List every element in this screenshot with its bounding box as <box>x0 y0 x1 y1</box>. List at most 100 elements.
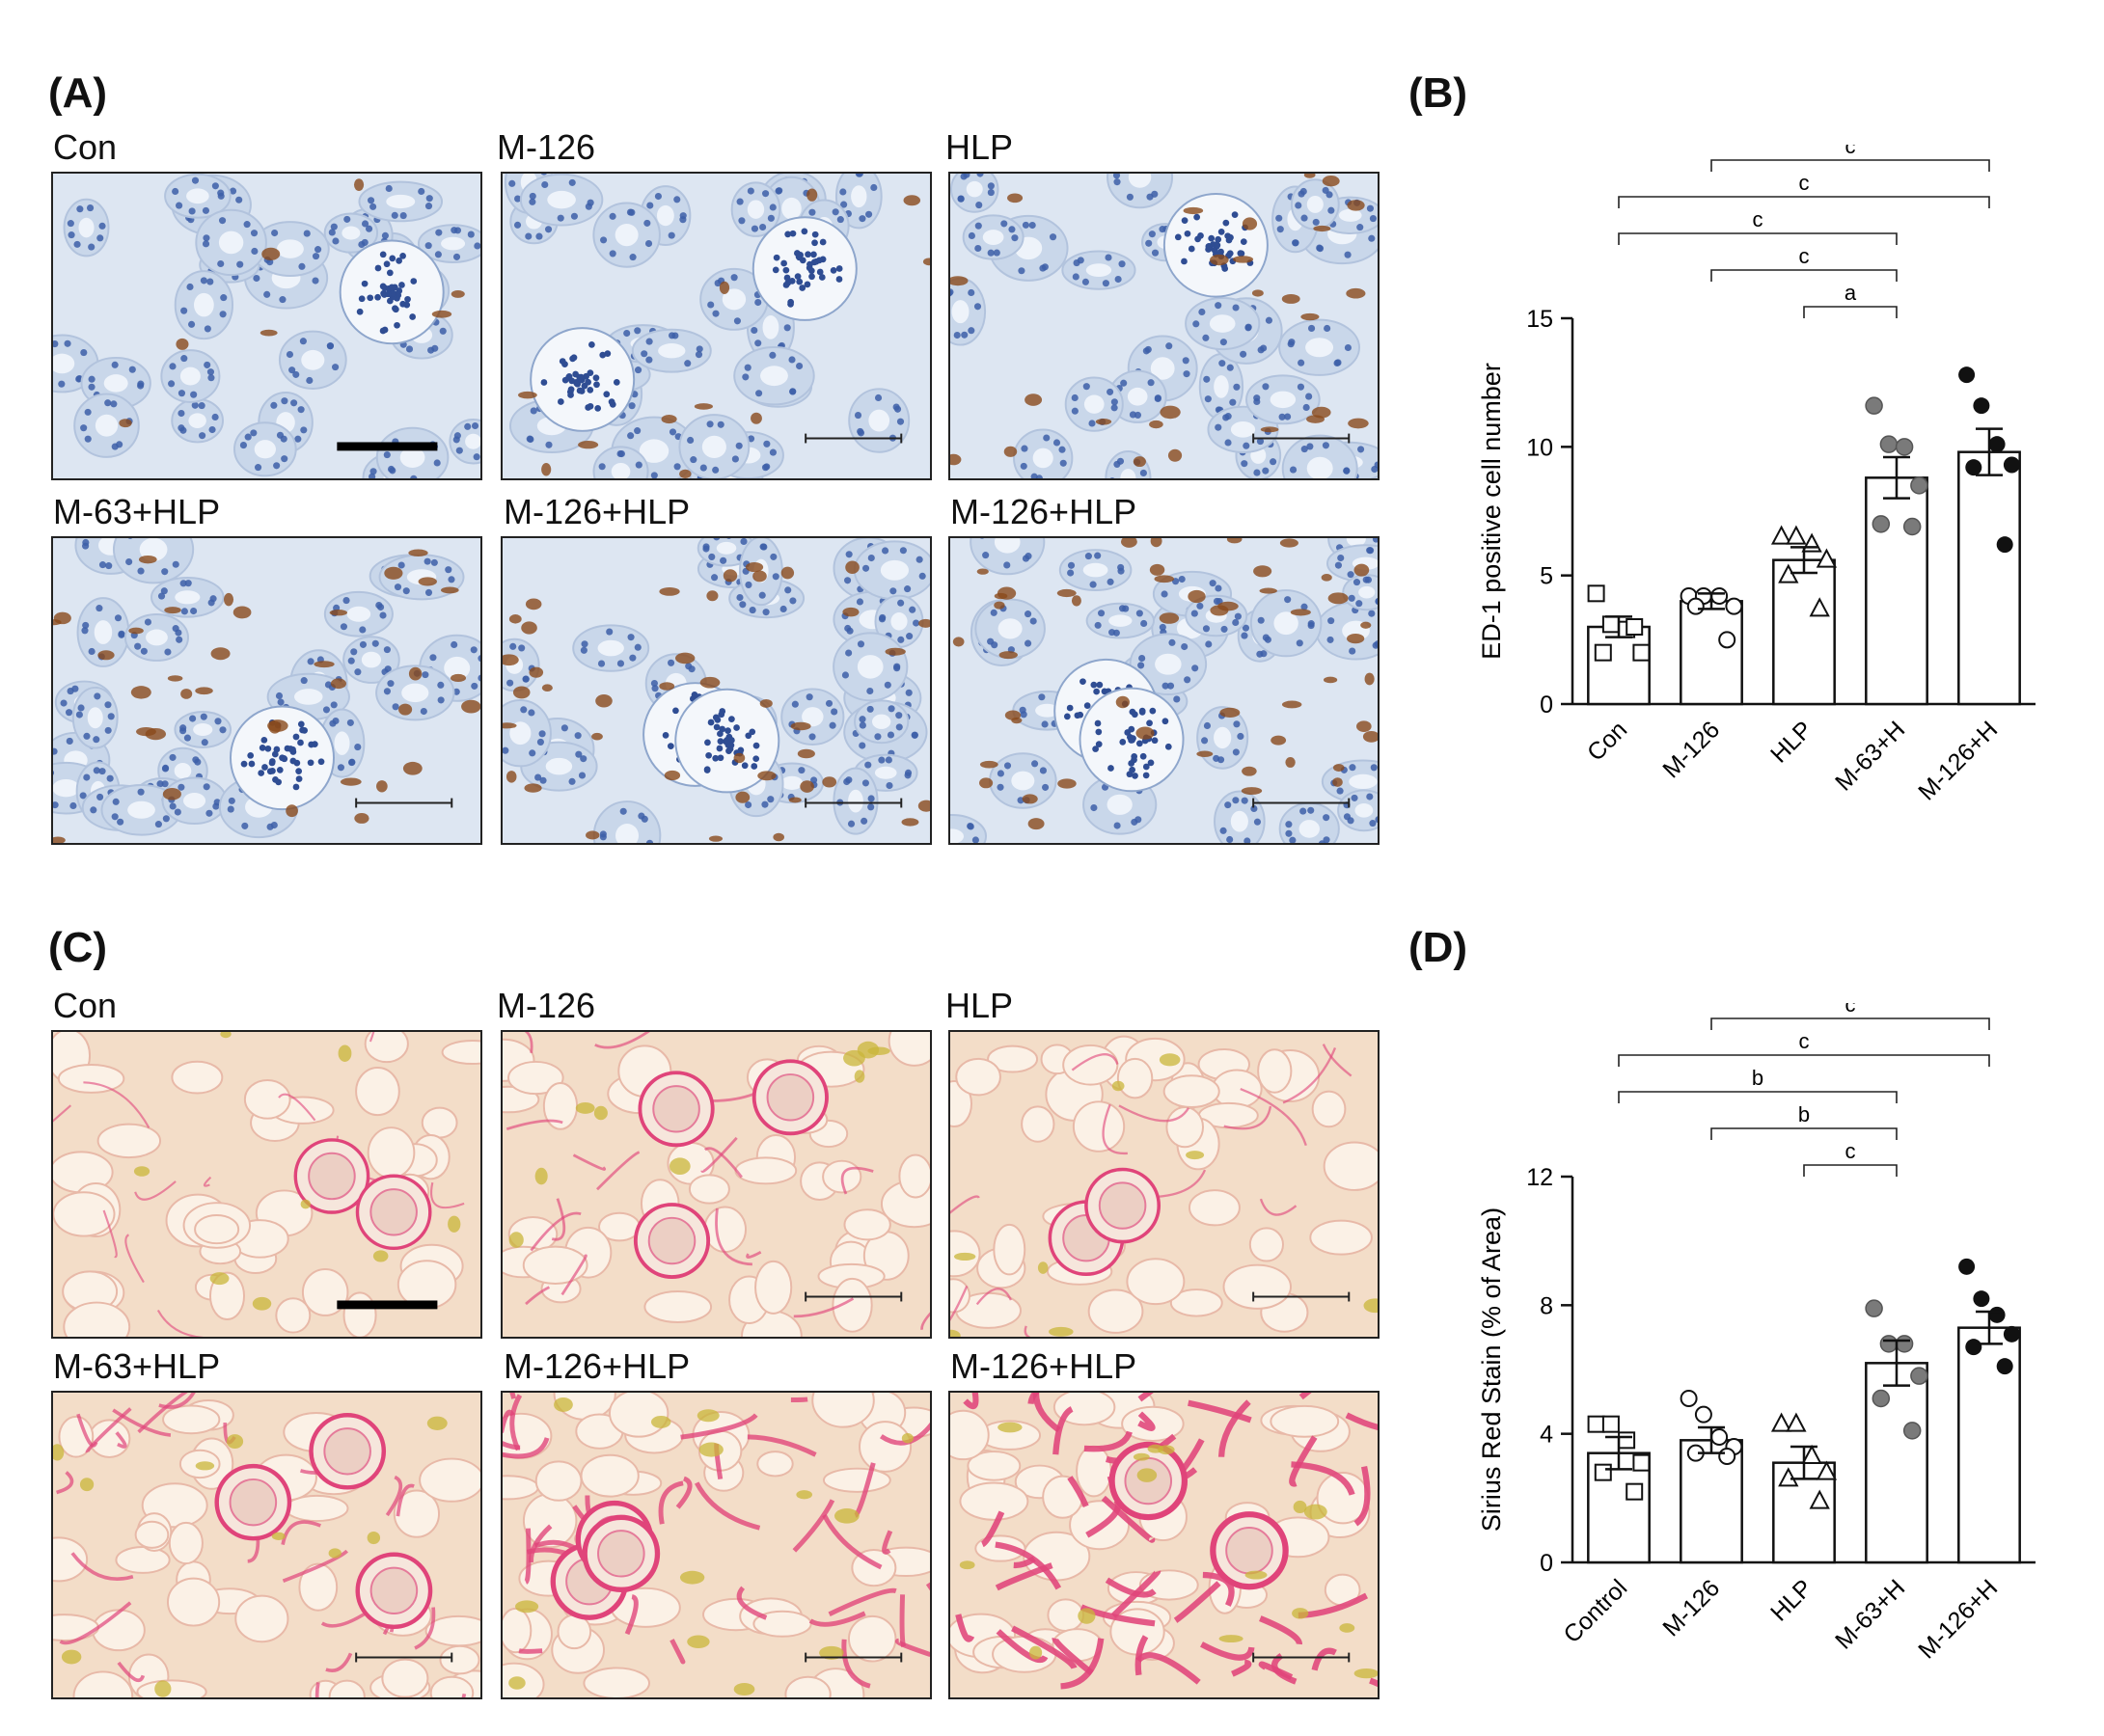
significance-bracket <box>1803 1164 1898 1177</box>
x-tick-label: M-126+H <box>1913 716 2003 805</box>
data-point <box>1902 1422 1922 1440</box>
significance-label: c <box>1799 171 1810 195</box>
data-point <box>1594 1463 1612 1481</box>
data-point <box>1872 1389 1891 1408</box>
data-point <box>1594 643 1612 662</box>
data-point <box>1988 1306 2006 1323</box>
data-point <box>1973 397 1990 415</box>
significance-label: c <box>1799 1029 1810 1053</box>
data-point <box>2003 456 2020 474</box>
micrograph-sirius <box>948 1030 1380 1339</box>
data-point <box>1686 597 1705 615</box>
micrograph-a-label: HLP <box>945 127 1014 167</box>
data-point <box>1786 525 1807 545</box>
data-point <box>1680 1390 1698 1407</box>
data-point <box>1801 1444 1822 1464</box>
data-point <box>1601 615 1620 634</box>
data-point <box>1872 515 1891 533</box>
micrograph-svg <box>53 1032 480 1337</box>
micrograph-a-label: Con <box>53 127 118 167</box>
significance-label: a <box>1844 281 1857 305</box>
micrograph-svg <box>503 1393 930 1697</box>
panel-label-b: (B) <box>1408 69 1468 117</box>
x-tick-label: M-63+H <box>1830 1574 1910 1654</box>
significance-bracket <box>1710 1127 1898 1140</box>
micrograph-ihc <box>501 536 932 845</box>
micrograph-sirius <box>948 1391 1380 1699</box>
x-tick-label: HLP <box>1765 716 1817 768</box>
data-point <box>1587 584 1605 603</box>
data-point <box>1718 631 1736 649</box>
significance-bracket <box>1618 1091 1898 1103</box>
micrograph-c-label: HLP <box>945 986 1014 1025</box>
significance-label: c <box>1799 244 1810 268</box>
micrograph-sirius <box>51 1030 482 1339</box>
x-tick-label: M-126 <box>1657 716 1725 783</box>
micrograph-c-label: Con <box>53 986 118 1025</box>
data-point <box>1965 459 1982 476</box>
data-point <box>1601 1415 1620 1433</box>
significance-label: c <box>1845 145 1856 158</box>
data-point <box>1879 435 1899 453</box>
data-point <box>1632 1453 1651 1472</box>
y-tick-label: 15 <box>1526 306 1553 333</box>
data-point <box>1626 618 1644 636</box>
data-point <box>1895 1335 1914 1353</box>
chart-d: 0 4 8 12 Sirius Red Stain (% of Area) Control… <box>1418 1003 2093 1697</box>
y-tick-label: 10 <box>1526 434 1553 461</box>
data-point <box>1965 1339 1982 1356</box>
data-point <box>1778 1467 1799 1487</box>
micrograph-ihc <box>51 172 482 480</box>
y-axis-title: Sirius Red Stain (% of Area) <box>1477 1207 1506 1532</box>
data-point <box>1718 1448 1736 1465</box>
micrograph-a-label: M-63+HLP <box>53 492 221 531</box>
y-tick-label: 0 <box>1540 692 1553 719</box>
significance-bracket <box>1618 232 1898 245</box>
data-point <box>1801 532 1822 553</box>
data-point <box>1710 587 1729 605</box>
bar <box>1587 625 1651 706</box>
data-point <box>1770 525 1792 545</box>
data-point <box>1902 517 1922 536</box>
panel-label-d: (D) <box>1408 924 1468 971</box>
x-tick-label: HLP <box>1765 1574 1817 1626</box>
significance-bracket <box>1618 196 1990 208</box>
micrograph-ihc <box>51 536 482 845</box>
x-tick-label: M-63+H <box>1830 716 1910 796</box>
y-tick-label: 5 <box>1540 563 1553 590</box>
significance-label: c <box>1845 1003 1856 1017</box>
chart-b-svg: 0 5 10 15 ED-1 positive cell number Con M-126 H… <box>1477 145 2036 805</box>
micrograph-ihc <box>501 172 932 480</box>
micrograph-ihc <box>948 536 1380 845</box>
bar <box>1957 450 2021 706</box>
micrograph-a-label: M-126 <box>497 127 596 167</box>
significance-bracket <box>1710 269 1898 282</box>
micrograph-svg <box>950 174 1378 478</box>
y-tick-label: 12 <box>1526 1164 1553 1191</box>
micrograph-c-label: M-63+HLP <box>53 1346 221 1386</box>
micrograph-svg <box>53 1393 480 1697</box>
data-point <box>1879 1335 1899 1353</box>
data-point <box>1996 1358 2013 1375</box>
panel-label-a: (A) <box>48 69 108 117</box>
micrograph-c-label: M-126+HLP <box>950 1346 1137 1386</box>
chart-b: 0 5 10 15 ED-1 positive cell number Con M-126 H… <box>1418 145 2093 839</box>
data-point <box>2003 1325 2020 1343</box>
micrograph-svg <box>950 538 1378 843</box>
data-point <box>1865 396 1883 415</box>
data-point <box>1910 476 1928 495</box>
data-point <box>1973 1290 1990 1308</box>
data-point <box>1770 1412 1792 1432</box>
micrograph-svg <box>53 174 480 478</box>
micrograph-c-label: M-126 <box>497 986 596 1025</box>
data-point <box>1587 1415 1605 1433</box>
chart-d-svg: 0 4 8 12 Sirius Red Stain (% of Area) Control… <box>1477 1003 2036 1664</box>
data-point <box>1809 1489 1830 1509</box>
data-point <box>1996 536 2013 554</box>
bar <box>1680 600 1743 706</box>
significance-bracket <box>1710 159 1990 172</box>
micrograph-sirius <box>501 1391 932 1699</box>
significance-label: b <box>1798 1102 1810 1126</box>
significance-bracket <box>1618 1054 1990 1067</box>
micrograph-a-label: M-126+HLP <box>504 492 691 531</box>
